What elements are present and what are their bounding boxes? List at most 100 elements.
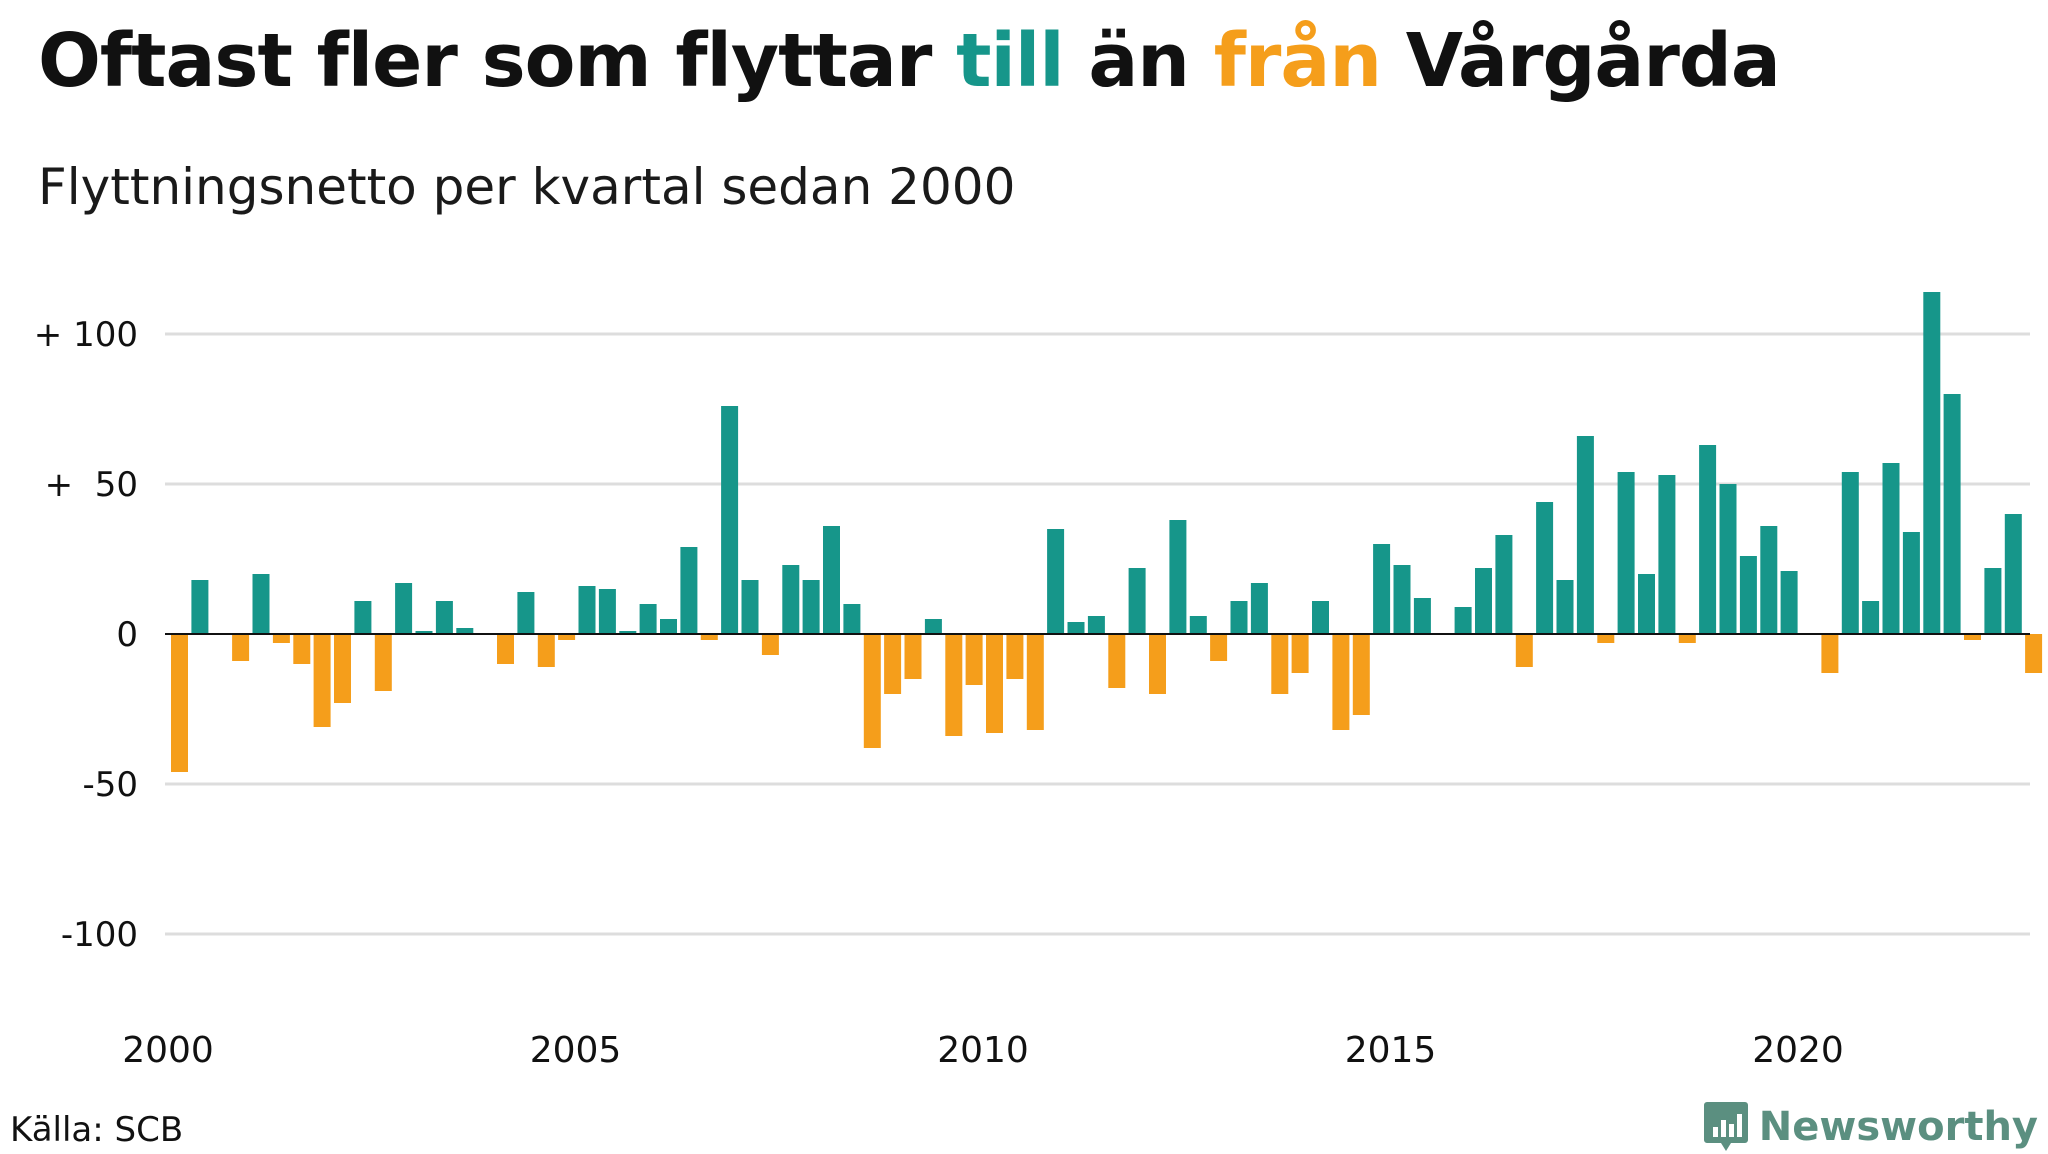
bar (1923, 292, 1941, 634)
bar (334, 634, 351, 703)
bar (1678, 634, 1696, 643)
y-tick-label: + 50 (45, 465, 138, 505)
bar (1964, 634, 1981, 640)
bar (1312, 601, 1329, 634)
bar (354, 601, 372, 634)
bar (456, 628, 474, 634)
source-note: Källa: SCB (10, 1110, 184, 1150)
bar (497, 634, 514, 664)
bar (1230, 601, 1248, 634)
bar (965, 634, 983, 685)
bar (1128, 568, 1146, 634)
bar (1495, 535, 1513, 634)
x-tick-label: 2000 (122, 1030, 214, 1071)
bar (1026, 634, 1044, 730)
bar (986, 634, 1003, 733)
bar (1271, 634, 1289, 694)
bar (1556, 580, 1574, 634)
bar (1882, 463, 1900, 634)
chart-subtitle: Flyttningsnetto per kvartal sedan 2000 (38, 158, 1016, 216)
chart-title: Oftast fler som flyttar till än från Vår… (38, 18, 1781, 104)
bar (945, 634, 963, 736)
bar (435, 601, 453, 634)
bar (1658, 475, 1676, 634)
bar (1087, 616, 1105, 634)
y-tick-label: -50 (82, 765, 138, 805)
bar (2004, 514, 2022, 634)
bar (1189, 616, 1207, 634)
bar (639, 604, 657, 634)
bar (1841, 472, 1859, 634)
bar (1475, 568, 1492, 634)
bar (1413, 598, 1431, 634)
bar (232, 634, 250, 661)
bar (823, 526, 840, 634)
x-tick-label: 2015 (1345, 1030, 1437, 1071)
bar (1576, 436, 1594, 634)
x-tick-label: 2020 (1752, 1030, 1844, 1071)
bar (660, 619, 677, 634)
bar (619, 631, 637, 634)
y-tick-label: + 100 (34, 315, 138, 355)
bar (395, 583, 413, 634)
bar (1108, 634, 1126, 688)
bar (1597, 634, 1615, 643)
bar (272, 634, 290, 643)
brand-logo: Newsworthy (1703, 1100, 2038, 1154)
bar (1902, 532, 1920, 634)
bar (1821, 634, 1839, 673)
bar (761, 634, 779, 655)
bar (598, 589, 616, 634)
bar (1332, 634, 1350, 730)
bar (293, 634, 311, 664)
bar (1291, 634, 1309, 673)
bar (1149, 634, 1166, 694)
bar (1373, 544, 1391, 634)
bar (374, 634, 392, 691)
x-tick-label: 2005 (530, 1030, 622, 1071)
bar (1638, 574, 1655, 634)
bar (1862, 601, 1880, 634)
y-tick-label: -100 (61, 915, 138, 955)
bar (415, 631, 433, 634)
bar (1780, 571, 1798, 634)
bar (721, 406, 739, 634)
bar (537, 634, 555, 667)
bar (1943, 394, 1961, 634)
bar (1047, 529, 1065, 634)
bar (1739, 556, 1757, 634)
bar (1760, 526, 1778, 634)
bar (1536, 502, 1554, 634)
title-part-1: Oftast fler som flyttar (38, 18, 957, 104)
bar (863, 634, 881, 748)
bar (843, 604, 861, 634)
bar (191, 580, 209, 634)
newsworthy-icon (1703, 1102, 1748, 1151)
title-till: till (956, 18, 1064, 104)
bar (1352, 634, 1370, 715)
bar (904, 634, 922, 679)
bar (924, 619, 942, 634)
bar (578, 586, 596, 634)
y-tick-label: 0 (116, 615, 138, 655)
bar (171, 634, 188, 772)
brand-name: Newsworthy (1758, 1104, 2038, 1150)
bar (680, 547, 698, 634)
bar (1699, 445, 1717, 634)
bar (1454, 607, 1472, 634)
bar (313, 634, 331, 727)
bar (802, 580, 820, 634)
bar (517, 592, 535, 634)
bar (1169, 520, 1187, 634)
bar (782, 565, 800, 634)
bar (2025, 634, 2043, 673)
bar (884, 634, 902, 694)
bar (1984, 568, 2002, 634)
bar (1617, 472, 1635, 634)
bar (1006, 634, 1024, 679)
bar (252, 574, 270, 634)
title-part-2: än (1063, 18, 1214, 104)
bar (1250, 583, 1268, 634)
bar (1067, 622, 1085, 634)
